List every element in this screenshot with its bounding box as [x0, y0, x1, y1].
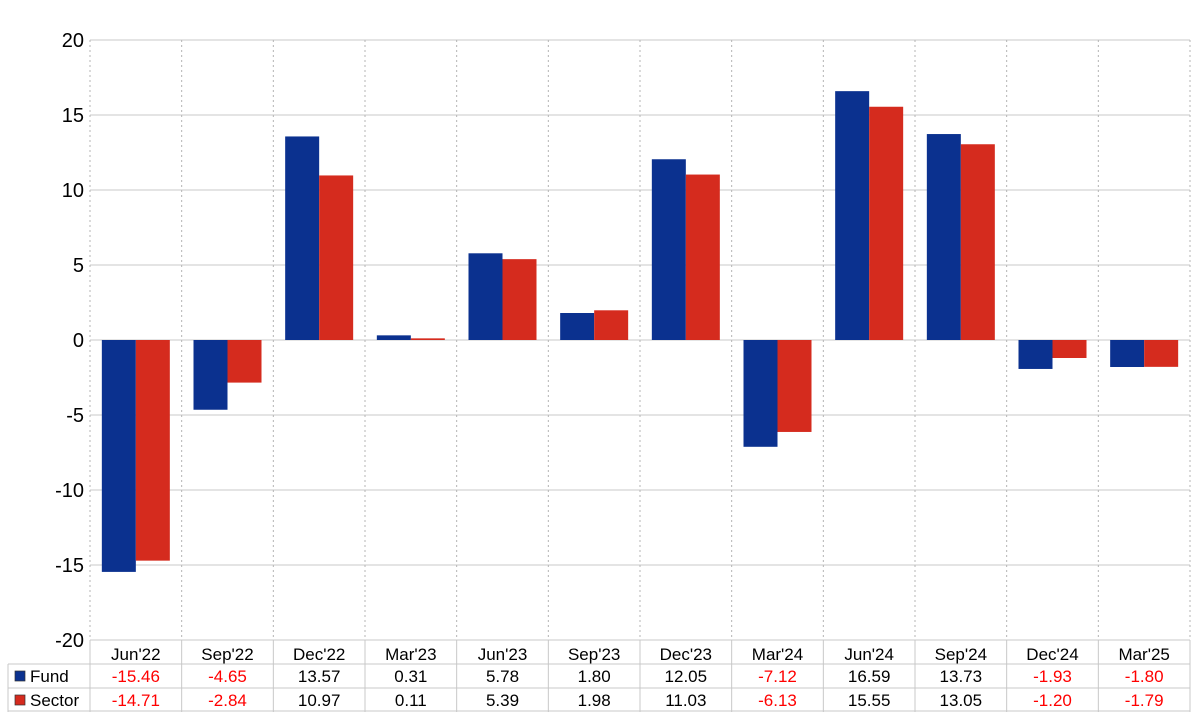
x-tick-label: Dec'24 — [1026, 645, 1078, 664]
x-tick-label: Mar'23 — [385, 645, 436, 664]
legend-swatch-sector — [14, 694, 26, 706]
data-label-sector: 5.39 — [486, 691, 519, 710]
bar-fund[interactable] — [1018, 340, 1053, 369]
data-label-fund: -1.93 — [1033, 667, 1072, 686]
bar-fund[interactable] — [376, 335, 411, 340]
y-tick-label: -15 — [55, 555, 84, 577]
bar-sector[interactable] — [869, 106, 904, 340]
data-label-sector: -6.13 — [758, 691, 797, 710]
data-label-sector: 0.11 — [395, 691, 427, 710]
y-tick-label: 5 — [73, 255, 84, 277]
y-tick-label: -10 — [55, 480, 84, 502]
data-label-fund: 16.59 — [848, 667, 891, 686]
bar-fund[interactable] — [193, 340, 228, 410]
bar-fund[interactable] — [651, 159, 686, 340]
x-tick-label: Mar'25 — [1118, 645, 1169, 664]
bar-fund[interactable] — [835, 91, 870, 341]
bar-fund[interactable] — [468, 253, 503, 340]
data-label-fund: -15.46 — [112, 667, 160, 686]
bar-sector[interactable] — [594, 310, 629, 340]
x-tick-label: Jun'23 — [478, 645, 528, 664]
legend-swatch-fund — [14, 670, 26, 682]
data-label-fund: 0.31 — [394, 667, 427, 686]
bar-sector[interactable] — [685, 174, 720, 340]
data-label-fund: 13.57 — [298, 667, 341, 686]
data-label-fund: 12.05 — [665, 667, 708, 686]
legend-label-fund: Fund — [30, 667, 69, 686]
data-label-fund: -4.65 — [208, 667, 247, 686]
legend-label-sector: Sector — [30, 691, 79, 710]
data-label-sector: 1.98 — [578, 691, 611, 710]
data-label-sector: 15.55 — [848, 691, 891, 710]
y-tick-label: -20 — [55, 630, 84, 652]
data-label-sector: -14.71 — [112, 691, 160, 710]
x-tick-label: Mar'24 — [752, 645, 803, 664]
bar-sector[interactable] — [227, 340, 262, 383]
y-tick-label: 15 — [62, 105, 84, 127]
x-tick-label: Sep'22 — [201, 645, 253, 664]
data-label-sector: -2.84 — [208, 691, 247, 710]
bar-sector[interactable] — [502, 259, 537, 340]
bar-sector[interactable] — [1144, 340, 1179, 367]
data-label-sector: 13.05 — [940, 691, 983, 710]
y-tick-label: 0 — [73, 330, 84, 352]
bar-fund[interactable] — [560, 313, 595, 340]
bar-fund[interactable] — [1110, 340, 1145, 367]
bar-sector[interactable] — [319, 175, 354, 340]
y-tick-label: 20 — [62, 30, 84, 52]
bar-fund[interactable] — [926, 134, 961, 340]
x-tick-label: Dec'22 — [293, 645, 345, 664]
data-label-sector: -1.79 — [1125, 691, 1164, 710]
data-label-sector: -1.20 — [1033, 691, 1072, 710]
data-label-fund: 5.78 — [486, 667, 519, 686]
data-label-sector: 11.03 — [665, 691, 706, 710]
bar-sector[interactable] — [777, 340, 812, 432]
bar-sector[interactable] — [410, 338, 445, 340]
y-tick-label: -5 — [66, 405, 84, 427]
x-tick-label: Jun'24 — [844, 645, 894, 664]
bar-sector[interactable] — [960, 144, 995, 340]
bar-fund[interactable] — [101, 340, 136, 572]
data-label-fund: -1.80 — [1125, 667, 1164, 686]
x-tick-label: Jun'22 — [111, 645, 161, 664]
data-label-fund: 13.73 — [940, 667, 983, 686]
y-tick-label: 10 — [62, 180, 84, 202]
bar-fund[interactable] — [743, 340, 778, 447]
data-label-sector: 10.97 — [298, 691, 341, 710]
bar-sector[interactable] — [135, 340, 170, 561]
x-tick-label: Sep'24 — [935, 645, 987, 664]
bar-fund[interactable] — [285, 136, 320, 340]
data-label-fund: 1.80 — [578, 667, 611, 686]
x-tick-label: Dec'23 — [660, 645, 712, 664]
bar-sector[interactable] — [1052, 340, 1087, 358]
data-label-fund: -7.12 — [758, 667, 797, 686]
x-tick-label: Sep'23 — [568, 645, 620, 664]
